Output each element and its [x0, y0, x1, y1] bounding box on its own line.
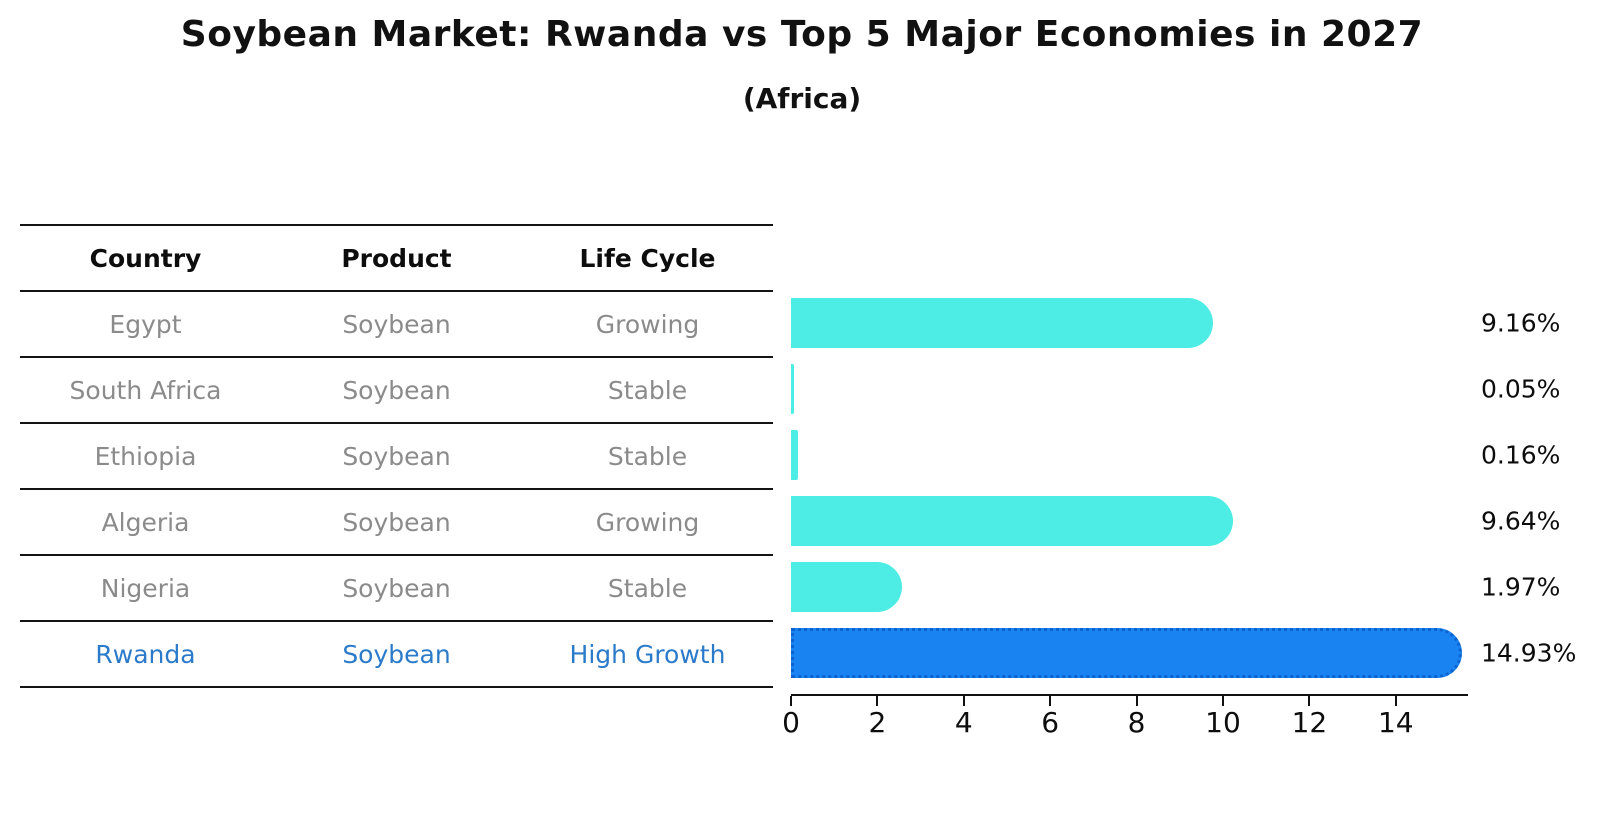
country-table: Country Product Life Cycle Egypt Soybean…: [20, 224, 773, 688]
product-cell: Soybean: [342, 639, 451, 669]
bar-algeria: [791, 496, 1234, 546]
column-header-country: Country: [89, 243, 202, 273]
x-axis-tick: [1135, 696, 1138, 706]
value-label-ethiopia: 0.16%: [1481, 440, 1561, 470]
bar-ethiopia: [791, 430, 798, 480]
table-header-row: Country Product Life Cycle: [20, 226, 773, 292]
table-row-egypt: Egypt Soybean Growing: [20, 292, 773, 358]
x-axis-tick: [876, 696, 879, 706]
x-axis-tick-label: 0: [782, 706, 800, 739]
value-label-rwanda: 14.93%: [1481, 638, 1577, 668]
x-axis-tick-label: 12: [1291, 706, 1328, 739]
life-cycle-cell: Growing: [595, 309, 700, 339]
x-axis-tick-label: 6: [1041, 706, 1060, 739]
product-cell: Soybean: [342, 441, 451, 471]
life-cycle-cell: Growing: [595, 507, 700, 537]
x-axis-tick-label: 2: [868, 706, 887, 739]
column-header-product: Product: [341, 243, 452, 273]
product-cell: Soybean: [342, 375, 451, 405]
chart-title: Soybean Market: Rwanda vs Top 5 Major Ec…: [180, 14, 1424, 55]
column-header-life-cycle: Life Cycle: [579, 243, 716, 273]
country-cell: Nigeria: [100, 573, 191, 603]
life-cycle-cell: Stable: [607, 375, 688, 405]
value-label-algeria: 9.64%: [1481, 506, 1561, 536]
country-cell: Egypt: [109, 309, 182, 339]
table-row-rwanda: Rwanda Soybean High Growth: [20, 622, 773, 688]
table-row-south-africa: South Africa Soybean Stable: [20, 358, 773, 424]
table-row-nigeria: Nigeria Soybean Stable: [20, 556, 773, 622]
x-axis-line: [791, 694, 1468, 696]
product-cell: Soybean: [342, 507, 451, 537]
product-cell: Soybean: [342, 309, 451, 339]
country-cell: Rwanda: [95, 639, 196, 669]
bar-egypt: [791, 298, 1213, 348]
bar-south-africa: [791, 364, 794, 414]
x-axis-tick: [1049, 696, 1052, 706]
life-cycle-cell: Stable: [607, 573, 688, 603]
bar-nigeria: [791, 562, 903, 612]
value-label-nigeria: 1.97%: [1481, 572, 1561, 602]
x-axis-tick-label: 14: [1377, 706, 1414, 739]
life-cycle-cell: Stable: [607, 441, 688, 471]
x-axis-tick-label: 10: [1205, 706, 1241, 739]
x-axis-tick: [1308, 696, 1311, 706]
value-label-egypt: 9.16%: [1481, 308, 1561, 338]
table-row-ethiopia: Ethiopia Soybean Stable: [20, 424, 773, 490]
country-cell: South Africa: [69, 375, 222, 405]
x-axis-tick: [1394, 696, 1397, 706]
x-axis-tick-label: 4: [954, 706, 973, 739]
x-axis-tick: [1222, 696, 1224, 706]
table-row-algeria: Algeria Soybean Growing: [20, 490, 773, 556]
x-axis-tick: [962, 696, 965, 706]
value-label-south-africa: 0.05%: [1481, 374, 1561, 404]
life-cycle-cell: High Growth: [569, 639, 726, 669]
chart-subtitle: (Africa): [742, 82, 862, 115]
x-axis-tick: [790, 696, 792, 706]
country-cell: Ethiopia: [94, 441, 197, 471]
bar-rwanda: [791, 628, 1462, 678]
product-cell: Soybean: [342, 573, 451, 603]
country-cell: Algeria: [101, 507, 190, 537]
x-axis-tick-label: 8: [1127, 706, 1146, 739]
